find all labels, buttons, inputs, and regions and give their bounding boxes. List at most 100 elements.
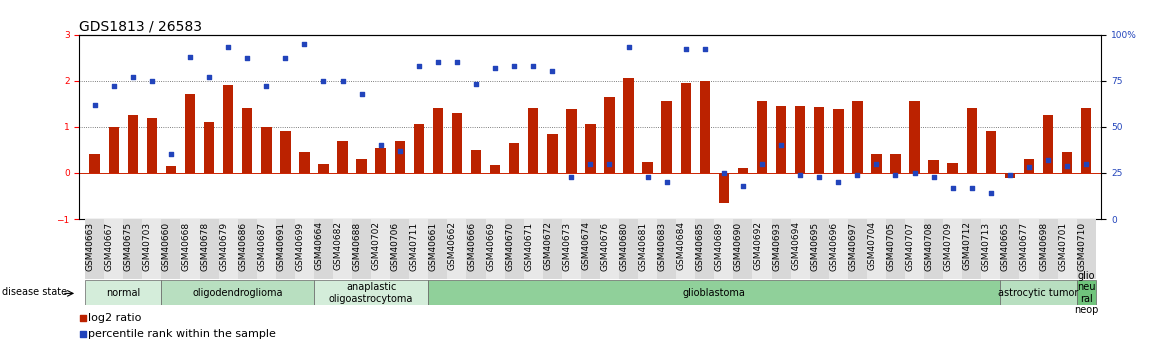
Text: GSM40710: GSM40710 (1077, 221, 1086, 270)
Text: GSM40662: GSM40662 (449, 221, 457, 270)
Text: GSM40682: GSM40682 (334, 221, 342, 270)
Bar (638, 219, 658, 279)
Bar (871, 154, 882, 173)
Text: GSM40702: GSM40702 (371, 221, 381, 270)
Point (695, 47, 714, 52)
Text: GSM40706: GSM40706 (391, 221, 399, 270)
Bar (276, 219, 294, 279)
Point (314, 78, 333, 83)
Bar (734, 219, 752, 279)
Bar (547, 134, 557, 173)
Bar (795, 106, 806, 173)
Bar (600, 219, 619, 279)
Bar (947, 163, 958, 173)
Point (582, 161, 600, 167)
Bar (185, 95, 195, 173)
Text: percentile rank within the sample: percentile rank within the sample (89, 329, 277, 339)
Bar (1077, 280, 1096, 305)
Text: GSM40707: GSM40707 (905, 221, 915, 270)
Text: GSM40695: GSM40695 (811, 221, 819, 270)
Text: GSM40664: GSM40664 (314, 221, 324, 270)
Bar (853, 101, 863, 173)
Point (505, 63, 523, 69)
Bar (242, 108, 252, 173)
Point (715, 170, 734, 176)
Bar (161, 219, 181, 279)
Text: GSM40674: GSM40674 (582, 221, 591, 270)
Point (304, 257, 322, 263)
Bar (523, 219, 543, 279)
Bar (452, 113, 463, 173)
Bar (757, 101, 767, 173)
Bar (260, 127, 271, 173)
Bar (471, 150, 481, 173)
Bar (338, 141, 348, 173)
Text: GSM40713: GSM40713 (982, 221, 990, 270)
Point (1058, 163, 1077, 168)
Point (981, 190, 1000, 196)
Bar (528, 108, 538, 173)
Text: glio
neu
ral
neop: glio neu ral neop (1075, 270, 1098, 315)
Text: GSM40694: GSM40694 (791, 221, 800, 270)
Bar (890, 154, 901, 173)
Point (371, 142, 390, 148)
Text: GSM40703: GSM40703 (142, 221, 152, 270)
Point (658, 179, 676, 185)
Bar (910, 101, 920, 173)
Point (734, 183, 752, 189)
Bar (624, 78, 634, 173)
Point (218, 45, 237, 50)
Point (924, 174, 943, 179)
Point (676, 47, 695, 52)
Bar (967, 108, 976, 173)
Point (410, 63, 429, 69)
Point (809, 174, 828, 179)
Bar (489, 165, 500, 173)
Text: GSM40663: GSM40663 (85, 221, 95, 270)
Text: GSM40696: GSM40696 (829, 221, 839, 270)
Text: GSM40677: GSM40677 (1020, 221, 1029, 270)
Text: disease state: disease state (1, 287, 67, 297)
Bar (390, 219, 409, 279)
Bar (447, 219, 466, 279)
Bar (1020, 219, 1038, 279)
Bar (356, 159, 367, 173)
Point (85, 102, 104, 107)
Point (238, 56, 257, 61)
Bar (486, 219, 505, 279)
Text: GSM40691: GSM40691 (277, 221, 285, 270)
Text: GSM40705: GSM40705 (887, 221, 896, 270)
Bar (299, 152, 310, 173)
Text: GSM40697: GSM40697 (848, 221, 857, 270)
Text: GSM40671: GSM40671 (524, 221, 534, 270)
Text: glioblastoma: glioblastoma (683, 288, 746, 298)
Point (390, 148, 409, 154)
Bar (409, 219, 429, 279)
Text: GSM40666: GSM40666 (467, 221, 477, 270)
Text: normal: normal (106, 288, 140, 298)
Bar (466, 219, 486, 279)
Point (257, 83, 276, 89)
Point (543, 69, 562, 74)
Text: GSM40693: GSM40693 (772, 221, 781, 270)
Bar (181, 219, 200, 279)
Text: GSM40681: GSM40681 (639, 221, 647, 270)
Bar (429, 219, 447, 279)
Bar (352, 219, 371, 279)
Text: GSM40701: GSM40701 (1058, 221, 1068, 270)
Point (429, 59, 447, 65)
Bar (1080, 108, 1091, 173)
Text: GSM40675: GSM40675 (124, 221, 133, 270)
Bar (833, 109, 843, 173)
Point (562, 174, 580, 179)
Bar (944, 219, 962, 279)
Bar (1000, 219, 1020, 279)
Point (772, 142, 791, 148)
Text: GSM40686: GSM40686 (238, 221, 248, 270)
Bar (1062, 152, 1072, 173)
Bar (85, 280, 161, 305)
Point (1077, 161, 1096, 167)
Bar (929, 160, 939, 173)
Bar (585, 125, 596, 173)
Point (791, 172, 809, 178)
